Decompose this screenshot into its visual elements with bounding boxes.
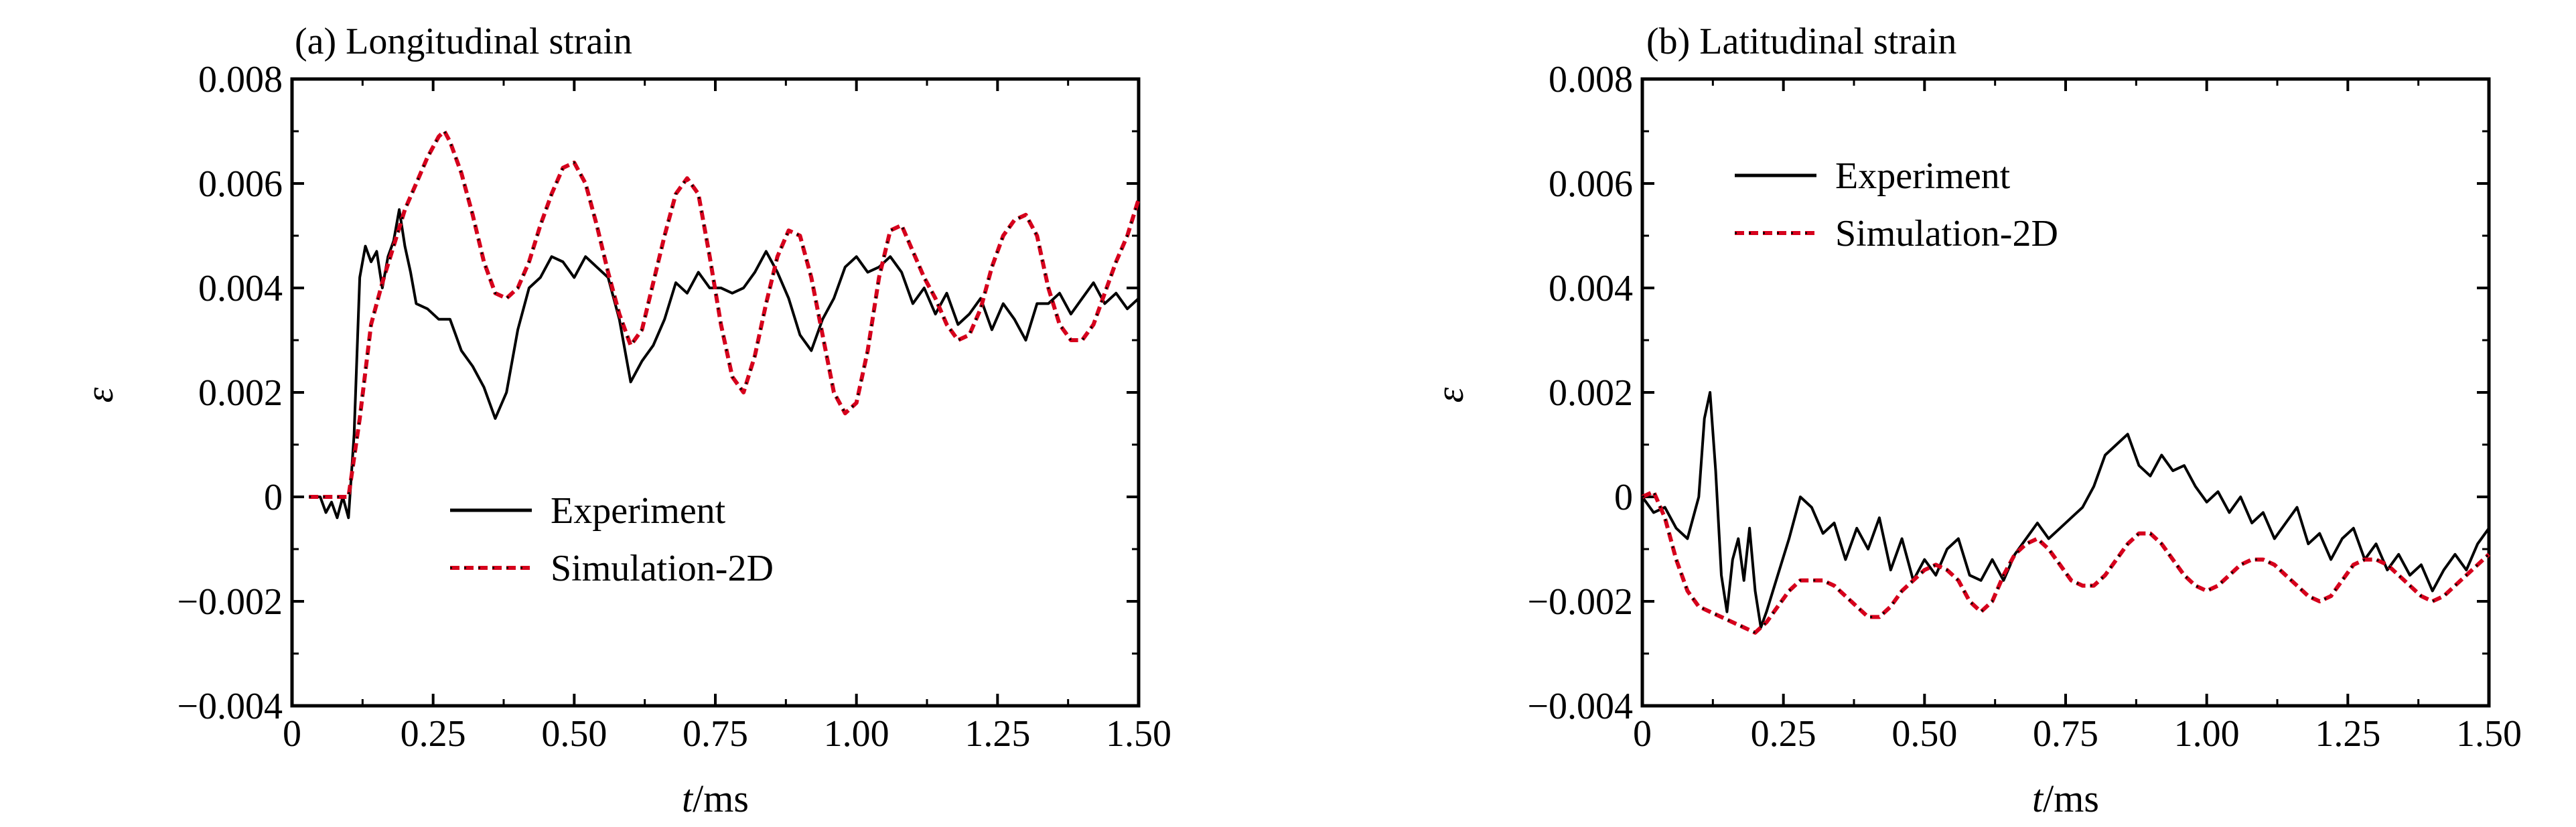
y-tick-label: 0 [264,477,283,518]
y-tick-labels: −0.004 −0.002 0 0.002 0.004 0.006 0.008 [177,59,283,727]
x-tick-label: 0 [1633,713,1652,755]
y-tick-label: −0.004 [177,686,283,727]
x-axis-label: t/ms [682,777,749,820]
y-tick-labels: −0.004 −0.002 0 0.002 0.004 0.006 0.008 [1527,59,1633,727]
legend-label-experiment: Experiment [551,490,726,532]
y-tick-label: 0.004 [1549,268,1633,309]
legend-label-simulation: Simulation-2D [1835,213,2058,254]
y-tick-label: −0.002 [177,581,283,623]
legend: Experiment Simulation-2D [1735,155,2058,254]
series-line-experiment [309,208,1140,520]
legend-label-simulation: Simulation-2D [551,548,774,589]
axis-ticks [291,78,1140,707]
x-tick-label: 1.25 [2315,713,2380,755]
x-axis-label: t/ms [2032,777,2099,820]
y-tick-label: 0.006 [1549,163,1633,205]
y-tick-label: 0.008 [1549,59,1633,100]
x-tick-label: 1.00 [824,713,889,755]
series-line-simulation-2d [309,129,1141,499]
y-tick-label: 0 [1614,477,1633,518]
series-lines [309,129,1141,520]
panel-title: (b) Latitudinal strain [1646,21,1956,62]
panel-title: (a) Longitudinal strain [295,21,632,62]
x-tick-labels: 0 0.25 0.50 0.75 1.00 1.25 1.50 [1633,713,2522,755]
axis-ticks [1641,78,2490,707]
x-tick-labels: 0 0.25 0.50 0.75 1.00 1.25 1.50 [283,713,1171,755]
x-tick-label: 0.50 [1891,713,1957,755]
x-tick-label: 0 [283,713,301,755]
series-line-simulation-2d [1641,490,2491,635]
y-axis-label: ε [78,387,121,402]
x-tick-label: 1.50 [2456,713,2522,755]
y-tick-label: −0.004 [1527,686,1633,727]
series-lines [1641,391,2491,635]
y-tick-label: 0.002 [1549,372,1633,414]
panel-longitudinal-strain: (a) Longitudinal strain 0 0.25 0.50 0.75 1.0… [78,21,1171,820]
x-tick-label: 0.75 [2033,713,2098,755]
x-tick-label: 0.25 [401,713,466,755]
x-tick-label: 1.25 [964,713,1030,755]
x-tick-label: 0.25 [1751,713,1816,755]
y-tick-label: 0.002 [198,372,283,414]
legend: Experiment Simulation-2D [450,490,774,589]
x-tick-label: 0.50 [541,713,607,755]
y-tick-label: 0.006 [198,163,283,205]
y-tick-label: −0.002 [1527,581,1633,623]
y-axis-label: ε [1428,387,1472,402]
x-tick-label: 1.50 [1106,713,1171,755]
panel-latitudinal-strain: (b) Latitudinal strain 0 0.25 0.50 0.75 1.00… [1428,21,2522,820]
plot-frame [1640,77,2491,708]
x-tick-label: 0.75 [683,713,748,755]
legend-label-experiment: Experiment [1835,155,2011,197]
series-line-simulation-2d-dots [1642,490,2490,634]
series-line-experiment [1641,391,2490,629]
y-tick-label: 0.008 [198,59,283,100]
y-tick-label: 0.004 [198,268,283,309]
x-tick-label: 1.00 [2174,713,2240,755]
